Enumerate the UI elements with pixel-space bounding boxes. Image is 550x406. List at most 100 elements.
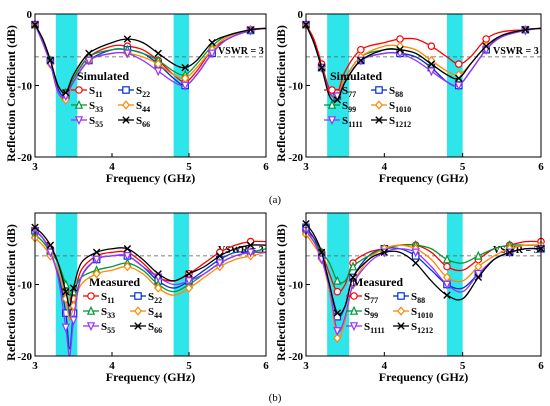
- data-point: [92, 255, 101, 265]
- data-point: [92, 269, 101, 279]
- data-point: [333, 309, 342, 317]
- data-point: [396, 35, 404, 43]
- data-point: [454, 81, 463, 91]
- legend-marker: [327, 116, 337, 126]
- legend-marker: [349, 322, 359, 332]
- data-point: [61, 323, 70, 333]
- band-highlight-2: [173, 213, 189, 356]
- legend-marker: [375, 86, 383, 94]
- legend-marker: [397, 292, 405, 300]
- legend-marker: [75, 86, 83, 94]
- legend-label: S77: [342, 85, 356, 99]
- x-tick-label: 6: [263, 360, 269, 372]
- legend: Measured S11 S22 S33 S44 S55 S66: [83, 275, 162, 335]
- legend-label: S11: [89, 85, 103, 99]
- legend-marker: [122, 116, 130, 124]
- data-point: [185, 283, 193, 293]
- data-point: [92, 248, 101, 257]
- data-point: [333, 287, 342, 296]
- x-tick-label: 4: [382, 161, 388, 173]
- data-point: [246, 248, 255, 258]
- legend-label: S55: [89, 115, 103, 129]
- legend-marker: [397, 306, 405, 316]
- data-point: [123, 252, 132, 262]
- legend-marker: [349, 305, 359, 315]
- legend-label: S88: [411, 291, 425, 305]
- y-tick-label: -20: [17, 152, 32, 164]
- data-point: [154, 49, 162, 58]
- series-S1212: [302, 220, 545, 317]
- y-tick-label: -20: [17, 351, 32, 363]
- x-tick-label: 4: [109, 161, 115, 173]
- data-point: [61, 309, 70, 317]
- y-tick-label: -20: [288, 152, 303, 164]
- data-point: [317, 248, 326, 257]
- x-axis-label: Frequency (GHz): [106, 171, 195, 185]
- legend-label: S55: [101, 321, 115, 335]
- legend-marker: [328, 86, 336, 94]
- data-point: [443, 291, 451, 299]
- data-point: [123, 35, 132, 43]
- legend-label: S1111: [364, 321, 385, 335]
- data-point: [442, 280, 452, 290]
- legend-label: S1010: [411, 306, 433, 320]
- series-S66: [31, 223, 267, 307]
- data-point: [427, 67, 436, 77]
- caption-a: (a): [269, 194, 282, 206]
- x-tick-label: 6: [538, 360, 544, 372]
- data-point: [357, 56, 365, 65]
- data-point: [427, 42, 436, 50]
- x-axis-label: Frequency (GHz): [379, 370, 468, 384]
- legend-label: S33: [101, 306, 115, 320]
- data-point: [84, 56, 94, 66]
- data-point: [333, 333, 342, 343]
- data-point: [411, 259, 420, 267]
- data-point: [349, 273, 357, 282]
- data-point: [184, 277, 194, 287]
- x-axis-label: Frequency (GHz): [379, 171, 468, 185]
- data-point: [123, 261, 132, 272]
- legend-title: Measured: [89, 275, 140, 289]
- legend: Simulated S11 S22 S33 S44 S55 S66: [71, 69, 150, 129]
- data-point: [46, 241, 55, 249]
- data-point: [185, 270, 193, 278]
- x-tick-label: 3: [303, 161, 309, 173]
- legend-marker: [327, 99, 337, 109]
- data-point: [207, 49, 217, 59]
- data-point: [154, 67, 163, 77]
- legend-title: Measured: [352, 275, 403, 289]
- x-tick-label: 3: [32, 360, 38, 372]
- x-tick-label: 3: [32, 161, 38, 173]
- series-S66: [31, 21, 267, 97]
- y-tick-label: 0: [298, 9, 304, 21]
- data-point: [474, 273, 483, 282]
- y-tick-label: -10: [288, 280, 303, 292]
- legend-marker: [134, 322, 142, 330]
- chart-panel-2: VSWR = 3 3 4 5 6 0 -10 -20 Frequency (GHz) Reflec…: [274, 9, 544, 185]
- legend: Simulated S77 S88 S99 S1010 S1111 S1212: [324, 69, 411, 129]
- data-point: [181, 63, 189, 72]
- legend-marker: [397, 322, 405, 330]
- x-axis-label: Frequency (GHz): [106, 370, 195, 384]
- legend-label: S77: [364, 291, 378, 305]
- data-point: [46, 248, 55, 258]
- legend-marker: [375, 100, 383, 110]
- series-line: [305, 234, 542, 340]
- legend-title: Simulated: [77, 69, 129, 83]
- data-point: [69, 284, 78, 292]
- y-axis-label: Reflection Coefficient (dB): [274, 224, 288, 361]
- legend-marker: [122, 100, 130, 110]
- data-point: [62, 287, 70, 296]
- chart-panel-3: VSWR = 3 3 4 5 6 -10 -20 Frequency (GHz) Reflect…: [4, 212, 269, 384]
- data-point: [427, 60, 436, 68]
- legend-marker: [122, 86, 130, 94]
- data-point: [348, 261, 358, 271]
- data-point: [474, 250, 483, 260]
- legend-marker: [87, 292, 95, 300]
- legend-label: S1010: [389, 100, 411, 114]
- legend-label: S66: [136, 115, 150, 129]
- y-axis-label: Reflection Coefficient (dB): [274, 25, 288, 162]
- y-tick-label: -20: [288, 351, 303, 363]
- data-point: [246, 241, 255, 249]
- x-tick-label: 5: [186, 360, 192, 372]
